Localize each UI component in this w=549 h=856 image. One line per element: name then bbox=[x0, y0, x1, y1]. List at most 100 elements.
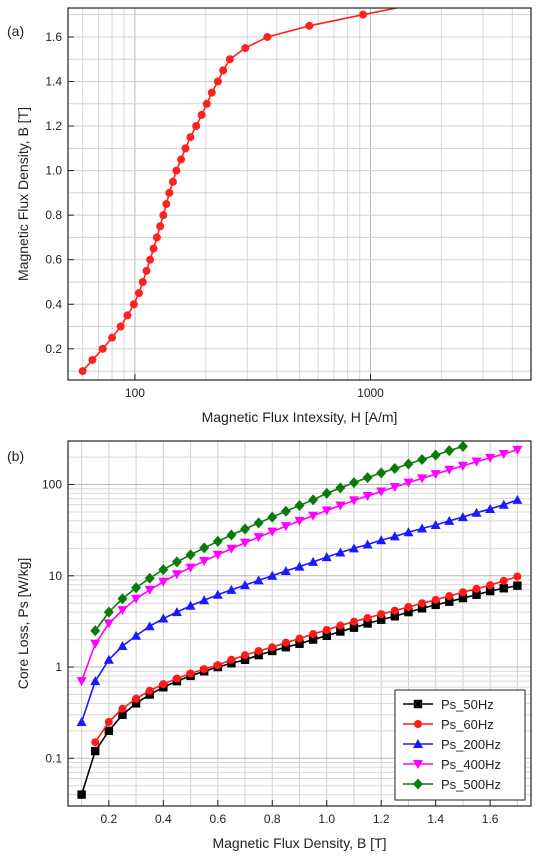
data-point bbox=[295, 639, 304, 648]
data-point bbox=[444, 515, 455, 525]
data-point bbox=[240, 655, 250, 665]
data-point bbox=[199, 557, 210, 567]
x-tick-label: 1.2 bbox=[373, 812, 390, 826]
data-point bbox=[444, 465, 455, 475]
data-point bbox=[417, 604, 427, 613]
data-point bbox=[457, 512, 468, 522]
data-point bbox=[308, 556, 319, 566]
data-point bbox=[485, 453, 496, 463]
data-point bbox=[144, 585, 155, 595]
data-point bbox=[144, 621, 155, 631]
legend-entry: Ps_60Hz bbox=[441, 717, 494, 732]
series-ps_500hz bbox=[90, 441, 468, 637]
data-point bbox=[185, 549, 196, 561]
y-tick-label: 0.1 bbox=[45, 751, 62, 765]
data-point bbox=[254, 650, 263, 660]
data-point bbox=[226, 529, 237, 541]
data-point bbox=[103, 606, 114, 618]
data-point bbox=[213, 661, 222, 670]
y-tick-label: 10 bbox=[49, 569, 63, 583]
x-tick-label: 1.0 bbox=[318, 812, 335, 826]
data-point bbox=[499, 584, 508, 593]
series-0 bbox=[78, 8, 401, 376]
data-point bbox=[308, 494, 319, 506]
data-point bbox=[430, 470, 441, 480]
data-point bbox=[377, 615, 386, 624]
data-point bbox=[131, 594, 142, 604]
data-point bbox=[348, 496, 359, 506]
data-point bbox=[225, 55, 234, 64]
data-point bbox=[172, 674, 181, 683]
data-point bbox=[445, 592, 454, 601]
data-point bbox=[159, 211, 168, 220]
data-point bbox=[362, 491, 373, 501]
data-point bbox=[103, 654, 114, 664]
legend-swatch-marker bbox=[413, 760, 423, 769]
data-point bbox=[348, 477, 359, 489]
data-point bbox=[98, 344, 107, 353]
data-point bbox=[322, 625, 331, 634]
data-point bbox=[403, 458, 414, 470]
data-point bbox=[281, 638, 290, 647]
data-point bbox=[403, 527, 414, 537]
data-point bbox=[181, 144, 190, 153]
data-point bbox=[458, 593, 468, 603]
data-point bbox=[471, 457, 482, 467]
data-point bbox=[152, 233, 161, 242]
legend-swatch-marker bbox=[414, 720, 422, 728]
data-point bbox=[131, 699, 141, 708]
series-ps_400hz bbox=[76, 445, 523, 687]
data-point bbox=[77, 790, 86, 799]
data-point bbox=[499, 576, 508, 585]
data-point bbox=[294, 516, 305, 526]
data-point bbox=[305, 21, 314, 30]
data-point bbox=[417, 454, 428, 466]
data-point bbox=[145, 686, 154, 695]
legend-swatch-marker bbox=[413, 778, 423, 790]
data-point bbox=[212, 535, 223, 547]
data-point bbox=[512, 445, 523, 455]
data-point bbox=[498, 499, 509, 509]
x-tick-label: 100 bbox=[125, 386, 145, 400]
data-point bbox=[186, 669, 195, 678]
data-point bbox=[226, 584, 237, 594]
axes-frame bbox=[67, 7, 532, 381]
data-point bbox=[445, 597, 454, 606]
legend: Ps_50Hz Ps_60Hz Ps_200Hz Ps_400Hz Ps_500Hz bbox=[394, 689, 526, 801]
data-point bbox=[376, 535, 387, 545]
y-tick-label: 1.6 bbox=[45, 30, 62, 44]
series-ps_60hz bbox=[91, 572, 522, 747]
data-point bbox=[240, 580, 251, 590]
data-point bbox=[359, 10, 368, 19]
data-point bbox=[116, 322, 125, 331]
data-point bbox=[472, 584, 481, 593]
data-point bbox=[158, 577, 169, 587]
data-point bbox=[348, 543, 359, 553]
data-point bbox=[197, 110, 206, 119]
data-point bbox=[485, 586, 495, 596]
data-point bbox=[123, 311, 132, 320]
data-point bbox=[212, 589, 223, 599]
data-point bbox=[227, 655, 236, 664]
data-point bbox=[171, 570, 182, 580]
data-point bbox=[146, 255, 155, 264]
data-point bbox=[171, 556, 182, 568]
x-axis-label: Magnetic Flux Density, B [T] bbox=[212, 835, 386, 851]
chart-b: 0.2 0.4 0.6 0.8 1.0 1.2 1.4 1.6 0.1 1 10 100 Magneti… bbox=[7, 440, 532, 851]
data-point bbox=[390, 606, 399, 615]
data-point bbox=[199, 542, 210, 554]
grid bbox=[68, 8, 531, 380]
data-point bbox=[430, 449, 441, 461]
data-point bbox=[268, 643, 277, 652]
data-point bbox=[185, 563, 196, 573]
data-point bbox=[226, 544, 237, 554]
data-point bbox=[417, 474, 428, 484]
data-point bbox=[404, 607, 413, 617]
ticks: 100 1000 0.2 0.4 0.6 0.8 1.0 1.2 1.4 1.6 bbox=[45, 30, 384, 400]
data-point bbox=[108, 333, 117, 342]
data-point bbox=[78, 367, 87, 376]
data-point bbox=[431, 600, 440, 610]
data-point bbox=[91, 746, 100, 756]
data-point bbox=[185, 600, 196, 610]
data-point bbox=[498, 450, 509, 460]
